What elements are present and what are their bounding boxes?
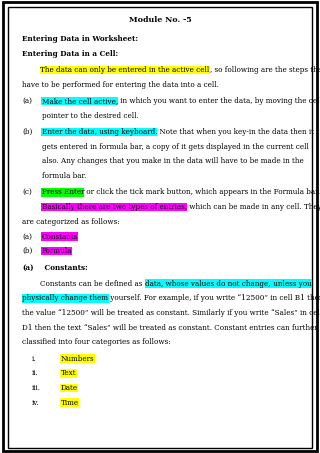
- Text: , so following are the steps that: , so following are the steps that: [210, 66, 320, 74]
- Text: Time: Time: [61, 399, 79, 407]
- Text: Basically there are two types of entries,: Basically there are two types of entries…: [42, 203, 187, 211]
- Text: classified into four categories as follows:: classified into four categories as follo…: [22, 338, 171, 346]
- Text: i.: i.: [32, 355, 36, 362]
- Text: Formula: Formula: [42, 247, 72, 255]
- Text: Entering Data in a Cell:: Entering Data in a Cell:: [22, 50, 118, 58]
- Text: physically change them: physically change them: [22, 294, 108, 302]
- Text: the value “12500” will be treated as constant. Similarly if you write “Sales” in: the value “12500” will be treated as con…: [22, 309, 320, 317]
- Text: in which you want to enter the data, by moving the cell: in which you want to enter the data, by …: [118, 97, 320, 105]
- Text: (a): (a): [22, 232, 32, 241]
- Text: which can be made in any cell. They: which can be made in any cell. They: [187, 203, 320, 211]
- Text: Constants can be defined as: Constants can be defined as: [40, 280, 145, 288]
- Text: (b): (b): [22, 128, 33, 136]
- Text: are categorized as follows:: are categorized as follows:: [22, 217, 120, 226]
- Text: yourself. For example, if you write “12500” in cell B1 then: yourself. For example, if you write “125…: [108, 294, 320, 302]
- Text: Entering Data in Worksheet:: Entering Data in Worksheet:: [22, 34, 139, 43]
- Text: Enter the data, using keyboard.: Enter the data, using keyboard.: [42, 128, 157, 136]
- Text: (c): (c): [22, 188, 32, 196]
- Text: iv.: iv.: [32, 399, 40, 407]
- Text: Make the cell active,: Make the cell active,: [42, 97, 118, 105]
- Text: Module No. -5: Module No. -5: [129, 16, 191, 24]
- Text: gets entered in formula bar, a copy of it gets displayed in the current cell: gets entered in formula bar, a copy of i…: [42, 143, 308, 150]
- Text: (b): (b): [22, 247, 33, 255]
- Text: Numbers: Numbers: [61, 355, 94, 362]
- Text: Date: Date: [61, 384, 78, 392]
- Text: The data can only be entered in the active cell: The data can only be entered in the acti…: [40, 66, 210, 74]
- Text: (a): (a): [22, 97, 32, 105]
- Text: pointer to the desired cell.: pointer to the desired cell.: [42, 111, 138, 120]
- Text: formula bar.: formula bar.: [42, 172, 86, 180]
- Text: unless you: unless you: [270, 280, 311, 288]
- Text: Note that when you key-in the data then it: Note that when you key-in the data then …: [157, 128, 314, 136]
- Text: also. Any changes that you make in the data will have to be made in the: also. Any changes that you make in the d…: [42, 157, 303, 165]
- Text: have to be performed for entering the data into a cell.: have to be performed for entering the da…: [22, 81, 219, 89]
- Text: Constants:: Constants:: [37, 264, 88, 272]
- Text: Press Enter: Press Enter: [42, 188, 84, 196]
- Text: Constants: Constants: [42, 232, 78, 241]
- Text: (a): (a): [22, 264, 34, 272]
- Text: D1 then the text “Sales” will be treated as constant. Constant entries can furth: D1 then the text “Sales” will be treated…: [22, 323, 320, 332]
- Text: data, whose values do not change,: data, whose values do not change,: [145, 280, 270, 288]
- Text: ii.: ii.: [32, 369, 39, 377]
- Text: Text: Text: [61, 369, 76, 377]
- Text: iii.: iii.: [32, 384, 41, 392]
- Text: or click the tick mark button, which appears in the Formula bar.: or click the tick mark button, which app…: [84, 188, 320, 196]
